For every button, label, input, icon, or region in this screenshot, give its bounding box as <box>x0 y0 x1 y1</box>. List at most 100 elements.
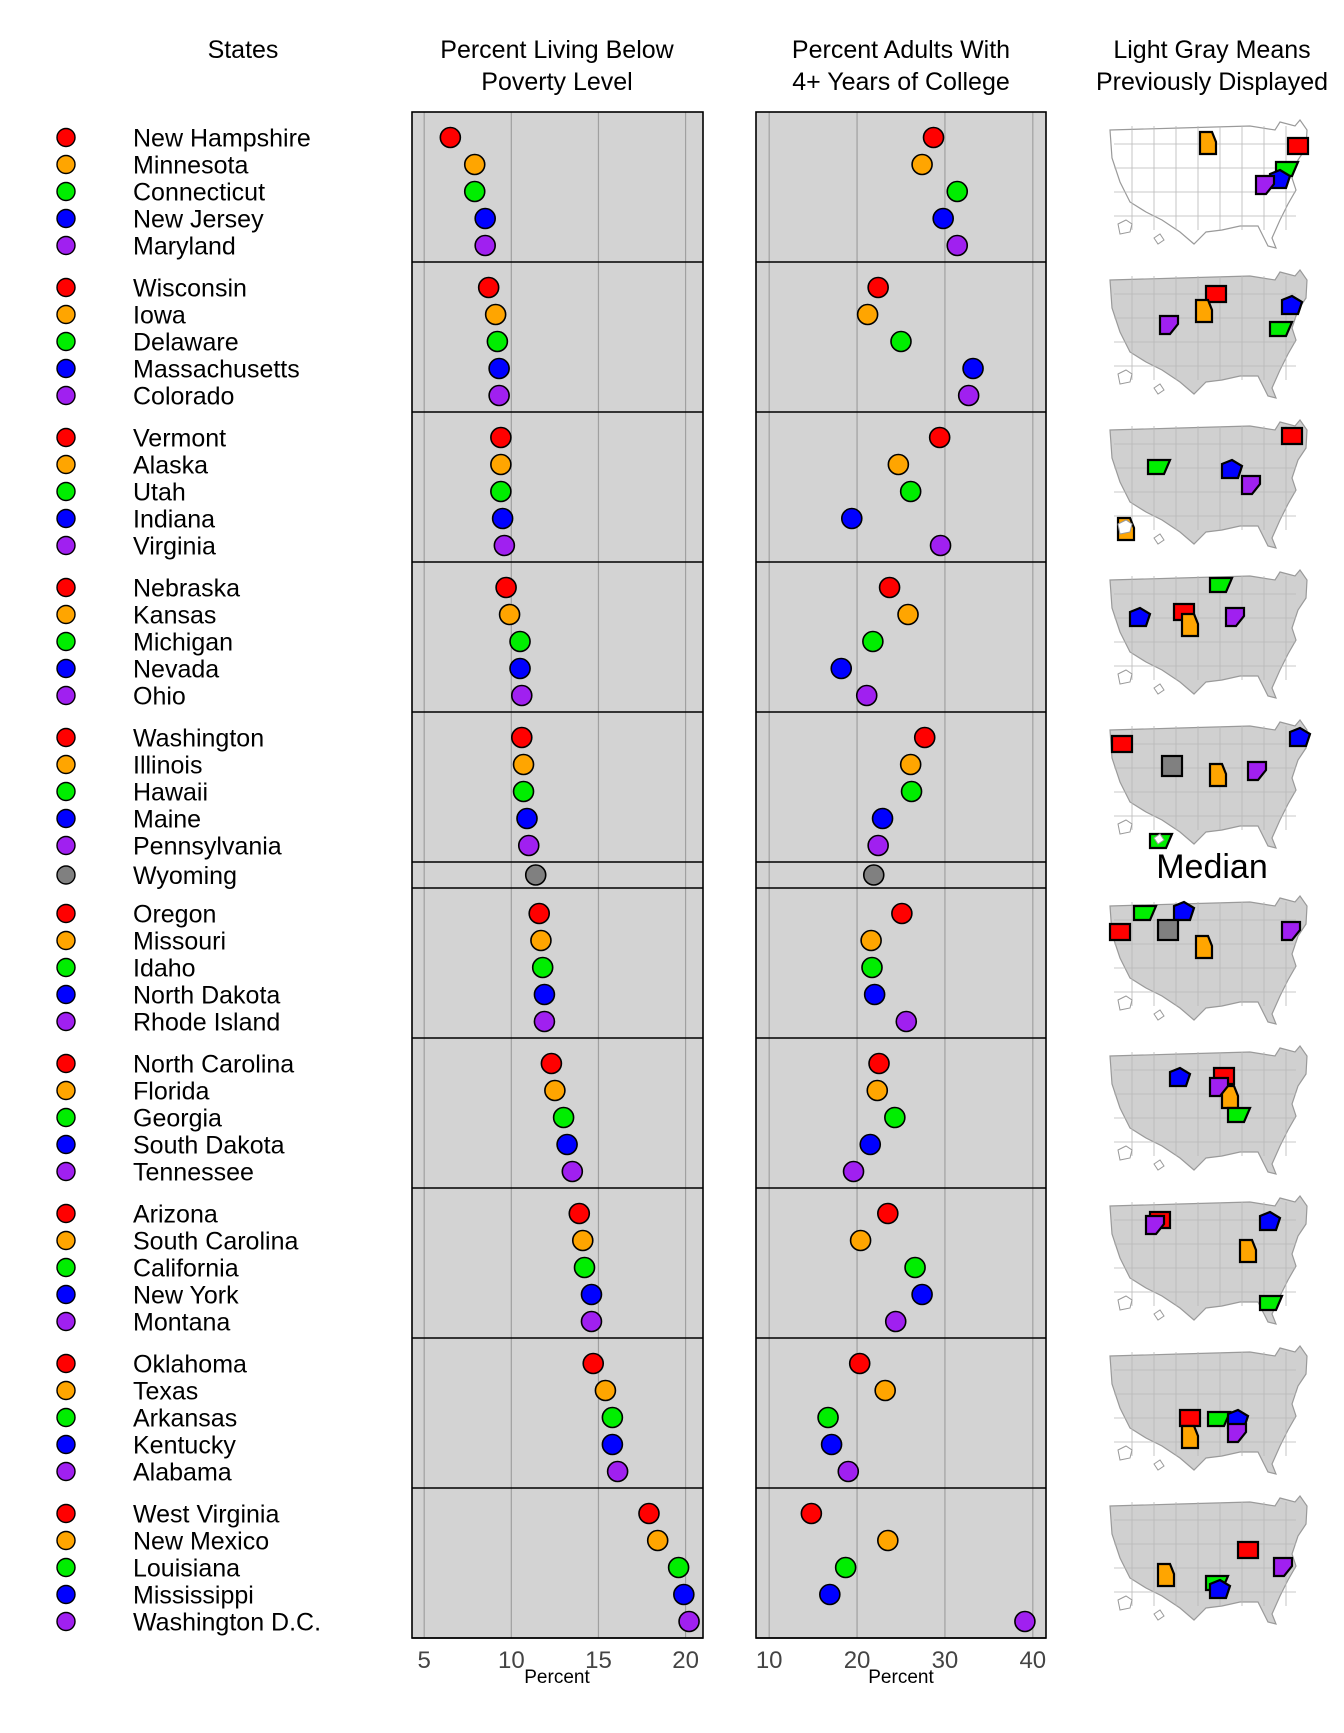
poverty-point <box>490 480 512 503</box>
highlighted-state <box>1146 458 1172 476</box>
legend-dot <box>56 808 76 829</box>
poverty-point <box>517 834 540 857</box>
poverty-x-label: Percent <box>524 1667 590 1688</box>
college-point <box>877 1529 899 1552</box>
highlighted-state <box>1220 458 1244 480</box>
state-name: New Mexico <box>133 1528 269 1556</box>
poverty-header-line1: Percent Living Below <box>440 36 674 64</box>
highlighted-state <box>1240 474 1262 496</box>
college-panel-bg <box>756 112 1046 1638</box>
poverty-point <box>488 384 510 407</box>
college-point <box>957 384 980 407</box>
college-point <box>932 207 954 230</box>
poverty-tick-label: 10 <box>498 1647 525 1674</box>
college-point <box>849 1229 872 1252</box>
college-point <box>887 453 910 476</box>
poverty-tick-label: 5 <box>418 1647 431 1674</box>
state-name: Tennessee <box>133 1159 254 1187</box>
poverty-panel-frame <box>411 111 704 1639</box>
college-tick-label: 30 <box>932 1647 959 1674</box>
college-point <box>861 956 883 979</box>
college-panel-frame <box>755 111 1047 1639</box>
legend-dot <box>56 1080 76 1101</box>
legend-dot <box>56 903 76 924</box>
college-point <box>946 180 969 203</box>
poverty-point <box>540 1052 563 1075</box>
legend-dot <box>56 835 76 856</box>
state-name: Alabama <box>133 1459 232 1487</box>
college-point <box>837 1460 860 1483</box>
college-point <box>895 1010 918 1033</box>
state-name: New York <box>133 1282 239 1310</box>
highlighted-state <box>1238 1238 1258 1264</box>
legend-dot <box>56 1107 76 1128</box>
college-point <box>834 1556 857 1579</box>
state-name: Delaware <box>133 329 239 357</box>
highlighted-state <box>1208 1076 1230 1098</box>
state-name: Massachusetts <box>133 356 300 384</box>
state-name: North Carolina <box>133 1051 294 1079</box>
poverty-point <box>488 357 510 380</box>
micromaps <box>1108 119 1312 1625</box>
highlighted-state <box>1172 900 1196 922</box>
college-point <box>868 1052 890 1075</box>
poverty-point <box>544 1079 566 1102</box>
highlighted-state <box>1246 760 1268 782</box>
college-point <box>877 1202 899 1225</box>
legend-dot <box>56 1134 76 1155</box>
us-outline <box>1109 1045 1308 1175</box>
college-point <box>911 153 933 176</box>
state-name: New Jersey <box>133 206 264 234</box>
hawaii-outline <box>1153 1609 1165 1621</box>
hawaii-outline <box>1153 1459 1165 1471</box>
legend-dot <box>56 1011 76 1032</box>
poverty-point <box>486 330 509 353</box>
state-name: Florida <box>133 1078 210 1106</box>
college-point <box>863 983 886 1006</box>
highlighted-state <box>1198 130 1218 156</box>
poverty-point <box>533 983 556 1006</box>
legend-dot <box>56 1503 76 1524</box>
legend-dot <box>56 508 76 529</box>
highlighted-state <box>1226 1422 1248 1444</box>
legend-dot <box>56 685 76 706</box>
college-point <box>911 1283 933 1306</box>
poverty-point <box>439 126 462 149</box>
alaska-outline <box>1117 1145 1133 1161</box>
legend-dot <box>56 984 76 1005</box>
state-name: New Hampshire <box>133 125 311 153</box>
hawaii-outline <box>1153 233 1165 245</box>
poverty-point <box>516 807 538 830</box>
poverty-point <box>667 1556 690 1579</box>
alaska-outline <box>1117 519 1133 535</box>
us-outline <box>1109 1345 1308 1475</box>
college-point <box>922 126 945 149</box>
state-name: Wyoming <box>133 862 237 890</box>
college-point <box>840 507 863 530</box>
college-point <box>866 1079 889 1102</box>
legend-dot <box>56 427 76 448</box>
college-point <box>817 1406 839 1429</box>
state-name: Kansas <box>133 602 216 630</box>
highlighted-state <box>1194 298 1214 324</box>
state-name: Hawaii <box>133 779 208 807</box>
legend-dot <box>56 331 76 352</box>
state-name: Indiana <box>133 506 215 534</box>
highlighted-state <box>1254 174 1276 196</box>
state-name: California <box>133 1255 239 1283</box>
legend-dot <box>56 727 76 748</box>
state-name: Ohio <box>133 683 186 711</box>
legend-dot <box>56 658 76 679</box>
state-name: Texas <box>133 1378 198 1406</box>
poverty-point <box>510 726 533 749</box>
alaska-outline <box>1117 219 1133 235</box>
college-point <box>884 1310 907 1333</box>
alaska-outline <box>1117 369 1133 385</box>
highlighted-state <box>1258 1294 1284 1312</box>
state-name: Minnesota <box>133 152 248 180</box>
highlighted-state <box>1132 904 1158 922</box>
college-point <box>962 357 984 380</box>
college-point <box>900 780 923 803</box>
poverty-point <box>512 780 535 803</box>
state-name: Idaho <box>133 955 196 983</box>
